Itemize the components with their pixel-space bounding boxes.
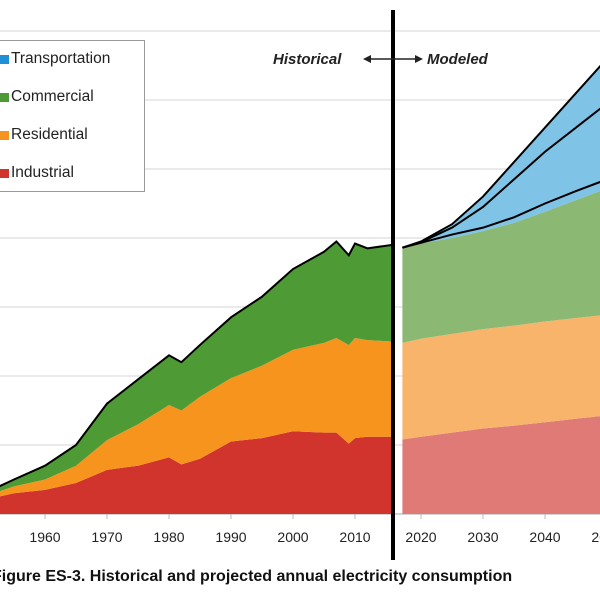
legend-label: Residential <box>11 126 88 143</box>
figure-caption: Figure ES-3. Historical and projected an… <box>0 568 513 585</box>
historical-label: Historical <box>273 51 342 68</box>
x-tick-label: 2030 <box>467 529 498 545</box>
total-line-modeled <box>402 64 600 249</box>
legend-item-transportation: Transportation <box>0 50 111 68</box>
residential-area <box>0 338 393 497</box>
transportation-area-modeled <box>402 66 600 248</box>
x-axis-ticks: 1950196019701980199020002010202020302040… <box>29 514 600 545</box>
industrial-area-modeled <box>402 416 600 514</box>
area-layers <box>0 66 600 514</box>
legend-label: Industrial <box>11 164 74 181</box>
divider-arrows <box>363 55 423 63</box>
x-tick-label: 2010 <box>339 529 370 545</box>
total-lines <box>0 64 600 488</box>
x-tick-label: 1980 <box>153 529 184 545</box>
legend-label: Commercial <box>11 88 94 105</box>
x-tick-label: 2040 <box>529 529 560 545</box>
x-tick-label: 2000 <box>277 529 308 545</box>
commercial-area-modeled <box>402 190 600 343</box>
x-tick-label: 2050 <box>591 529 600 545</box>
residential-swatch <box>0 131 9 140</box>
industrial-area <box>0 431 393 514</box>
legend: Transportation Commercial Residential In… <box>0 40 145 192</box>
legend-item-commercial: Commercial <box>0 88 94 106</box>
modeled-label: Modeled <box>427 51 489 68</box>
scenario-line <box>402 180 600 249</box>
x-tick-label: 1960 <box>29 529 60 545</box>
total-line <box>0 240 393 488</box>
transportation-swatch <box>0 55 9 64</box>
residential-area-modeled <box>402 315 600 440</box>
commercial-area <box>0 241 393 492</box>
legend-item-residential: Residential <box>0 126 88 144</box>
commercial-swatch <box>0 93 9 102</box>
x-tick-label: 2020 <box>405 529 436 545</box>
scenario-line <box>402 107 600 249</box>
x-tick-label: 1990 <box>215 529 246 545</box>
legend-label: Transportation <box>11 50 111 67</box>
x-tick-label: 1970 <box>91 529 122 545</box>
legend-item-industrial: Industrial <box>0 164 74 182</box>
industrial-swatch <box>0 169 9 178</box>
